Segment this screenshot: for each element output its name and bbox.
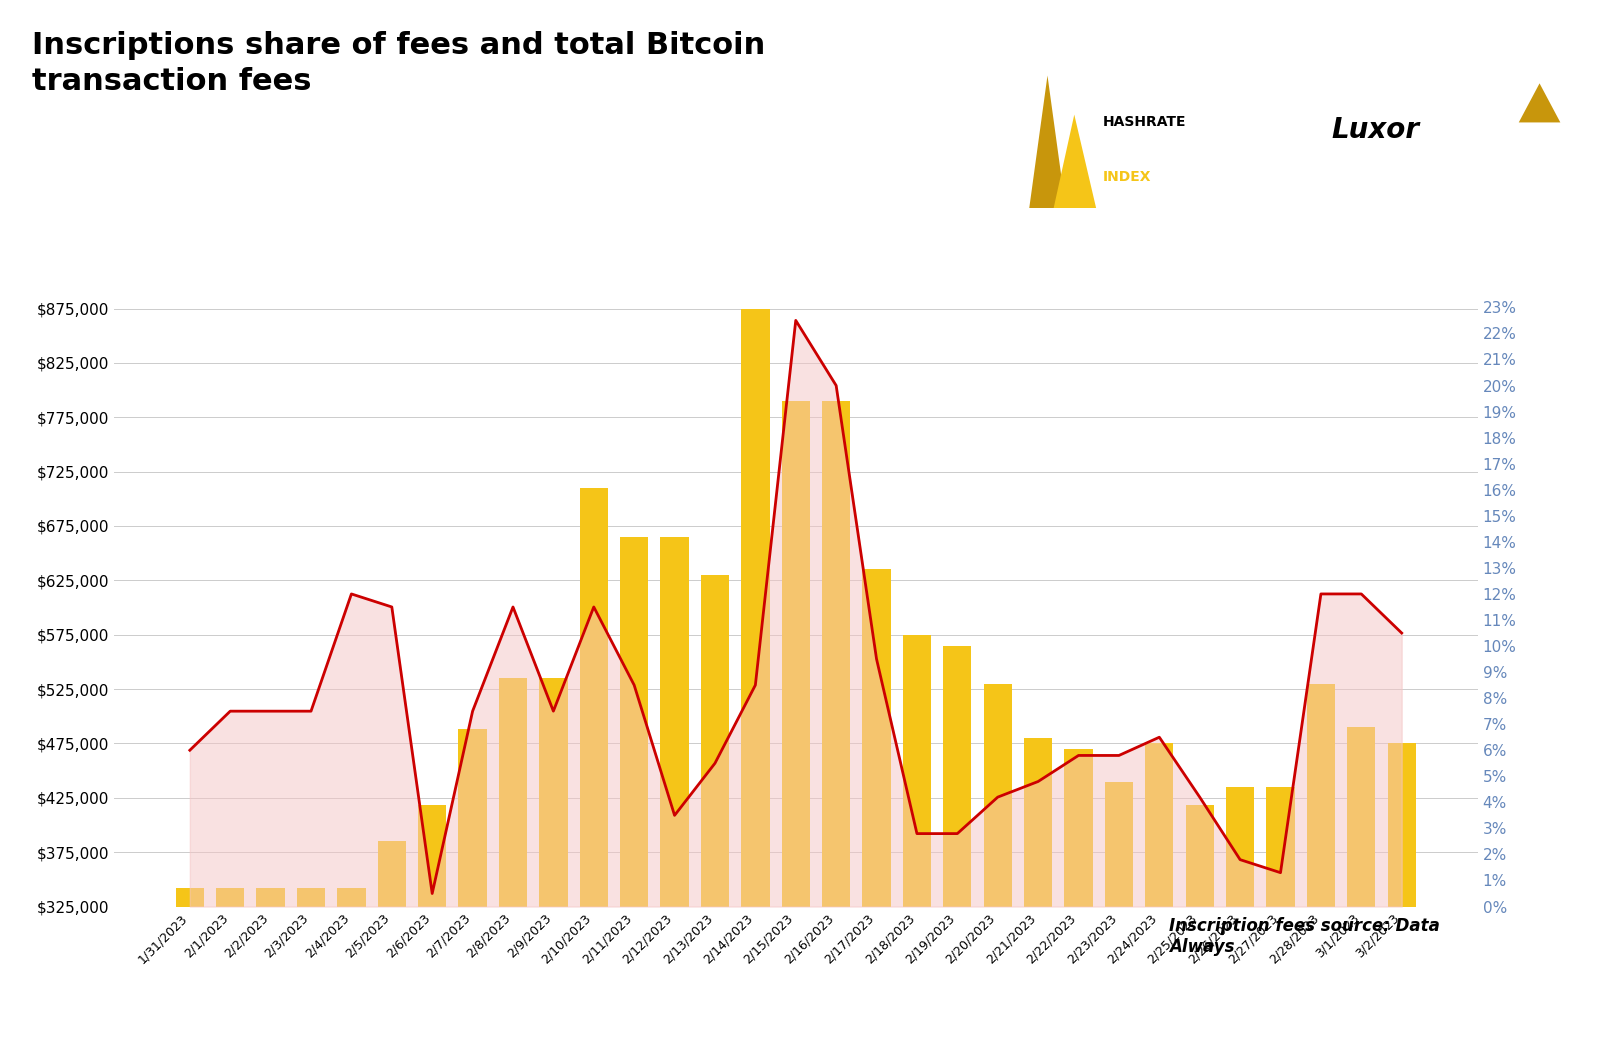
Text: Inscription fees source: Data
Always: Inscription fees source: Data Always (1169, 917, 1440, 956)
Bar (781, 401, 810, 1042)
Text: Luxor: Luxor (1331, 117, 1419, 144)
Bar (1225, 787, 1253, 1042)
Bar (1386, 743, 1415, 1042)
Bar (216, 888, 243, 1042)
Bar (701, 575, 729, 1042)
Bar (661, 537, 688, 1042)
Bar (1104, 782, 1133, 1042)
Bar (338, 888, 365, 1042)
Bar (175, 888, 204, 1042)
Bar (256, 888, 284, 1042)
Bar (1144, 743, 1173, 1042)
Bar (1347, 727, 1375, 1042)
Bar (539, 678, 566, 1042)
Bar (1024, 738, 1052, 1042)
Bar (620, 537, 648, 1042)
Text: INDEX: INDEX (1102, 170, 1151, 184)
Bar (902, 635, 930, 1042)
Bar (458, 729, 487, 1042)
Bar (1266, 787, 1294, 1042)
Bar (740, 308, 769, 1042)
Bar (862, 570, 889, 1042)
Bar (498, 678, 527, 1042)
Text: HASHRATE: HASHRATE (1102, 116, 1185, 129)
Bar (1307, 684, 1334, 1042)
Polygon shape (1029, 76, 1065, 208)
Bar (943, 646, 971, 1042)
Polygon shape (1518, 83, 1560, 122)
Bar (1063, 749, 1092, 1042)
Text: Inscriptions share of fees and total Bitcoin
transaction fees: Inscriptions share of fees and total Bit… (32, 31, 766, 96)
Bar (378, 841, 406, 1042)
Bar (984, 684, 1011, 1042)
Bar (1185, 805, 1212, 1042)
Bar (297, 888, 325, 1042)
Polygon shape (1053, 115, 1096, 208)
Bar (417, 805, 446, 1042)
Bar (579, 488, 607, 1042)
Bar (821, 401, 850, 1042)
